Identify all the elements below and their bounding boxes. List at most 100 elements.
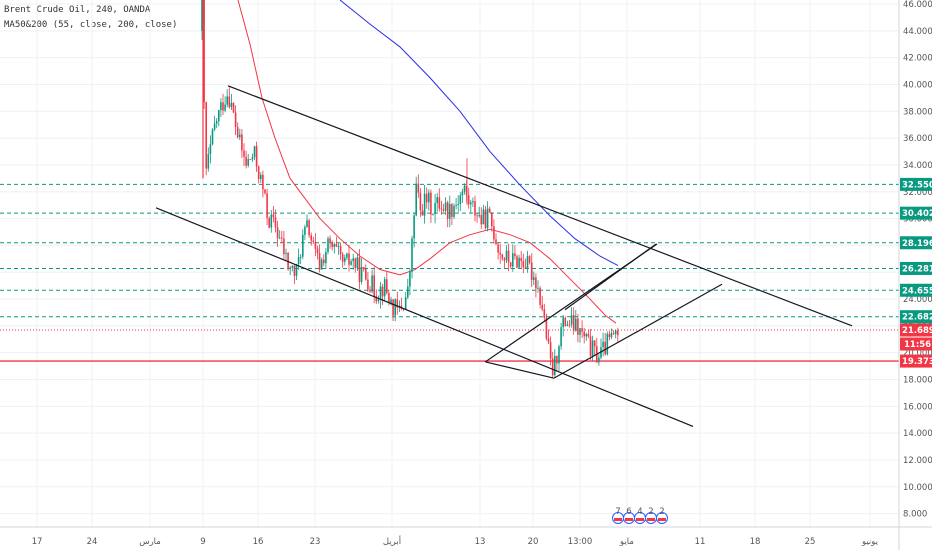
price-badge (900, 236, 932, 250)
candle-body (467, 195, 470, 205)
candle-body (388, 293, 390, 303)
candle-body (539, 287, 541, 305)
candle-body (551, 358, 554, 376)
price-badge (900, 261, 932, 275)
candle-body (289, 267, 291, 270)
candle-body (344, 257, 346, 262)
y-tick-label: 46.000 (903, 0, 932, 10)
candle-body (545, 317, 548, 339)
candle-body (356, 257, 359, 268)
candle-body (310, 235, 312, 241)
event-flag-icon (614, 518, 622, 521)
candle-body (232, 102, 235, 113)
y-tick-label: 36.000 (903, 134, 932, 144)
price-badge-label: 32.550 (902, 180, 932, 190)
candle-body (549, 341, 552, 359)
candle-body (476, 215, 478, 217)
candle-body (325, 251, 327, 264)
y-tick-label: 12.000 (903, 456, 932, 466)
candle-body (547, 338, 550, 342)
candle-body (220, 102, 222, 111)
x-tick-label: 23 (310, 537, 321, 547)
candle-body (302, 234, 304, 257)
candle-body (512, 253, 514, 267)
candle-body (346, 253, 348, 258)
indicator-legend[interactable]: MA50&200 (55, close, 200, close) (4, 20, 178, 30)
x-tick-label: 25 (805, 537, 816, 547)
price-badge (900, 177, 932, 191)
event-count: 2 (659, 507, 664, 517)
candle-body (316, 248, 319, 254)
candle-body (236, 126, 239, 138)
candle-body (428, 192, 430, 203)
candle-body (251, 157, 254, 160)
candle-body (543, 309, 546, 318)
candle-body (497, 244, 499, 253)
event-count: 4 (637, 507, 642, 517)
candle-body (612, 333, 615, 335)
x-tick-label: 18 (750, 537, 761, 547)
candle-body (587, 333, 590, 337)
candle-body (262, 174, 264, 190)
candle-body (318, 253, 321, 270)
candle-body (526, 256, 529, 269)
candle-body (306, 220, 308, 227)
price-axis: 8.000 10.000 12.000 14.000 16.000 18.000 20.00… (898, 0, 932, 550)
candle-body (257, 166, 260, 179)
candle-body (533, 277, 535, 280)
candle-body (570, 315, 573, 325)
candle-body (409, 271, 411, 287)
candle-body (472, 201, 474, 203)
candle-body (432, 213, 434, 215)
price-badge-label: 21.689 (902, 326, 932, 336)
candle-body (577, 318, 579, 335)
candle-body (394, 299, 396, 316)
trend-line (553, 283, 723, 379)
candle-body (274, 217, 277, 228)
x-tick-label: 9 (200, 537, 205, 547)
candle-body (461, 191, 464, 196)
candle-body (581, 328, 583, 332)
trend-lines (155, 85, 853, 427)
candle-body (421, 210, 424, 216)
candle-body (423, 193, 426, 216)
candle-body (556, 356, 558, 364)
candle-body (449, 204, 451, 219)
candle-body (281, 237, 283, 239)
y-tick-label: 14.000 (903, 429, 932, 439)
candle-body (530, 262, 533, 280)
candle-body (575, 318, 577, 331)
candle-body (230, 102, 233, 108)
candle-body (358, 257, 361, 282)
event-flag-icon (636, 518, 644, 521)
candle-body (228, 96, 231, 108)
candle-body (209, 144, 212, 155)
candle-body (218, 110, 220, 122)
candle-body (617, 330, 619, 336)
candle-body (554, 356, 556, 376)
event-count: 7 (615, 507, 620, 517)
candle-body (373, 275, 375, 297)
candle-body (270, 214, 273, 228)
candle-body (434, 203, 436, 214)
countdown-badge (900, 337, 932, 351)
trend-line (155, 207, 694, 427)
candle-body (522, 261, 525, 268)
candle-body (417, 183, 420, 193)
event-count: 6 (626, 507, 631, 517)
candle-body (350, 261, 352, 265)
candle-body (239, 134, 241, 138)
candle-body (268, 217, 270, 228)
candle-body (379, 286, 382, 300)
candle-body (509, 262, 512, 267)
candle-body (362, 267, 365, 270)
candle-body (579, 328, 581, 335)
candle-body (213, 123, 216, 130)
candle-body (211, 129, 214, 145)
y-tick-label: 42.000 (903, 54, 932, 64)
candle-body (455, 205, 457, 206)
x-tick-label: 24 (87, 537, 98, 547)
candle-body (528, 256, 531, 263)
y-tick-label: 40.000 (903, 80, 932, 90)
